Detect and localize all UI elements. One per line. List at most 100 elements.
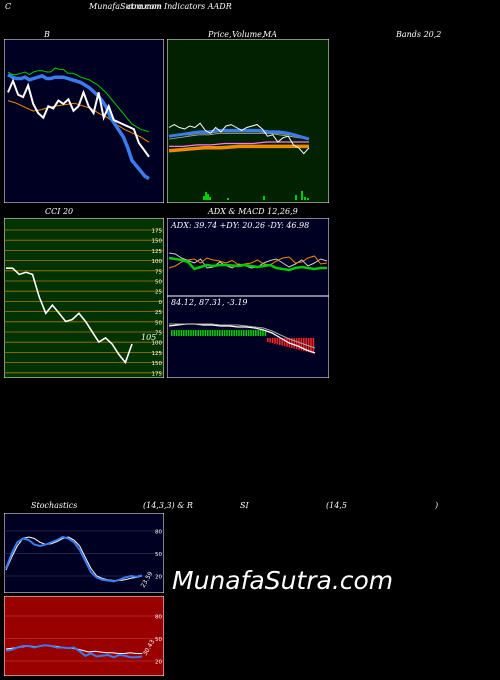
stoch-tick-label: 80 — [155, 530, 162, 536]
macd-hist-bar-positive — [173, 330, 175, 336]
price-chart — [167, 39, 329, 203]
cci-frame — [4, 218, 164, 378]
rsi-frame — [4, 596, 164, 676]
cci-tick-label: 25 — [155, 310, 162, 316]
volume-bar — [205, 192, 207, 200]
macd-hist-bar-negative — [283, 338, 286, 347]
volume-bar — [203, 196, 205, 200]
price-frame — [167, 39, 329, 203]
rsi-close-paren: ) — [435, 501, 439, 510]
price-line — [168, 122, 310, 155]
macd-hist-bar-positive — [199, 330, 202, 336]
macd-hist-bar-positive — [238, 330, 240, 336]
volume-bar — [304, 197, 306, 200]
bollinger-label: B — [44, 30, 50, 39]
macd-hist-bar-positive — [233, 330, 235, 336]
macd-hist-bar-positive — [216, 330, 219, 336]
adx-macd-frame — [167, 218, 329, 378]
macd-hist-bar-negative — [310, 338, 312, 353]
cci-tick-label: 25 — [155, 290, 162, 296]
macd-hist-bar-positive — [187, 330, 190, 336]
macd-hist-bar-negative — [291, 338, 293, 348]
ma-label: MA — [263, 30, 277, 39]
macd-hist-bar-negative — [271, 338, 274, 344]
minus-dy-line — [168, 255, 328, 269]
stoch-params-label: (14,3,3) & R — [143, 501, 193, 510]
cci-chart: 175 150 125 100 75 50 25 0 25 50 75 100 125 150 175 10… — [4, 218, 164, 378]
macd-hist-bar-positive — [180, 330, 183, 336]
macd-values-text: 84.12, 87.31, -3.19 — [171, 298, 248, 307]
price-ma-grey-2 — [168, 132, 310, 140]
macd-hist-bar-positive — [214, 330, 216, 336]
macd-hist-bar-negative — [267, 338, 269, 342]
bollinger-middle-band — [7, 73, 150, 181]
macd-hist-bar-positive — [240, 330, 243, 336]
rsi-tick-label: 80 — [155, 615, 162, 621]
cci-tick-label: 175 — [152, 229, 163, 235]
cci-tick-label: 100 — [152, 341, 163, 347]
bollinger-price-line — [7, 78, 150, 158]
cci-last-value: 105 — [141, 333, 156, 342]
macd-hist-bar-positive — [219, 330, 221, 336]
price-label: Price, — [208, 30, 232, 39]
cci-tick-label: 75 — [155, 269, 162, 275]
macd-hist-bar-positive — [175, 330, 178, 336]
cci-panel: 175 150 125 100 75 50 25 0 25 50 75 100 125 150 175 10… — [4, 218, 164, 378]
cci-tick-label: 175 — [152, 371, 163, 377]
macd-hist-bar-positive — [211, 330, 214, 336]
price-ma-orange — [168, 144, 309, 153]
bollinger-chart — [4, 39, 164, 203]
macd-hist-bar-positive — [257, 330, 259, 336]
macd-hist-bar-positive — [195, 330, 197, 336]
macd-hist-bar-negative — [295, 338, 298, 350]
cci-tick-label: 150 — [152, 239, 163, 245]
macd-hist-bar-positive — [252, 330, 255, 336]
macd-hist-bar-positive — [204, 330, 207, 336]
cci-tick-label: 75 — [155, 331, 162, 337]
rsi-label: SI — [240, 501, 249, 510]
watermark: MunafaSutra.com — [172, 566, 394, 595]
macd-hist-bar-positive — [197, 330, 199, 336]
macd-hist-bar-positive — [207, 330, 209, 336]
macd-hist-bar-negative — [307, 338, 310, 353]
cci-label: CCI 20 — [45, 207, 74, 216]
macd-hist-bar-positive — [178, 330, 180, 336]
price-panel — [167, 39, 329, 203]
volume-bar — [263, 196, 265, 200]
macd-hist-bar-negative — [269, 338, 271, 343]
stoch-panel: 80 50 20 23.59 — [4, 513, 164, 593]
cci-tick-label: 125 — [152, 351, 163, 357]
cci-tick-label: 50 — [155, 280, 162, 286]
adx-macd-chart: ADX: 39.74 +DY: 20.26 -DY: 46.98 84.12, … — [167, 218, 329, 378]
cci-tick-label: 50 — [155, 320, 162, 326]
bands-label: Bands 20,2 — [396, 30, 442, 39]
rsi-tick-label: 50 — [155, 637, 162, 643]
macd-hist-bar-negative — [300, 338, 303, 351]
macd-hist-bar-positive — [190, 330, 192, 336]
macd-hist-bar-positive — [259, 330, 262, 336]
volume-bar — [301, 191, 303, 200]
macd-hist-bar-negative — [279, 338, 281, 345]
macd-hist-bar-positive — [235, 330, 238, 336]
macd-hist-bar-positive — [202, 330, 204, 336]
volume-bar — [209, 197, 211, 200]
bollinger-frame — [4, 39, 164, 203]
volume-bar — [207, 194, 209, 200]
macd-hist-bar-negative — [298, 338, 300, 350]
stoch-tick-label: 50 — [155, 552, 162, 558]
macd-hist-bar-positive — [221, 330, 223, 336]
macd-hist-bar-positive — [247, 330, 250, 336]
volume-label: Volume, — [232, 30, 265, 39]
rsi-panel: 80 50 20 30.43 — [4, 596, 164, 676]
volume-bar — [227, 198, 229, 200]
macd-hist-bar-positive — [255, 330, 257, 336]
macd-hist-bar-positive — [183, 330, 185, 336]
bollinger-upper-band — [7, 67, 150, 133]
macd-hist-bar-positive — [209, 330, 211, 336]
macd-hist-bar-positive — [185, 330, 187, 336]
macd-hist-bar-positive — [231, 330, 233, 336]
adx-values-text: ADX: 39.74 +DY: 20.26 -DY: 46.98 — [170, 221, 309, 230]
cci-tick-label: 150 — [152, 361, 163, 367]
macd-hist-bar-positive — [226, 330, 228, 336]
